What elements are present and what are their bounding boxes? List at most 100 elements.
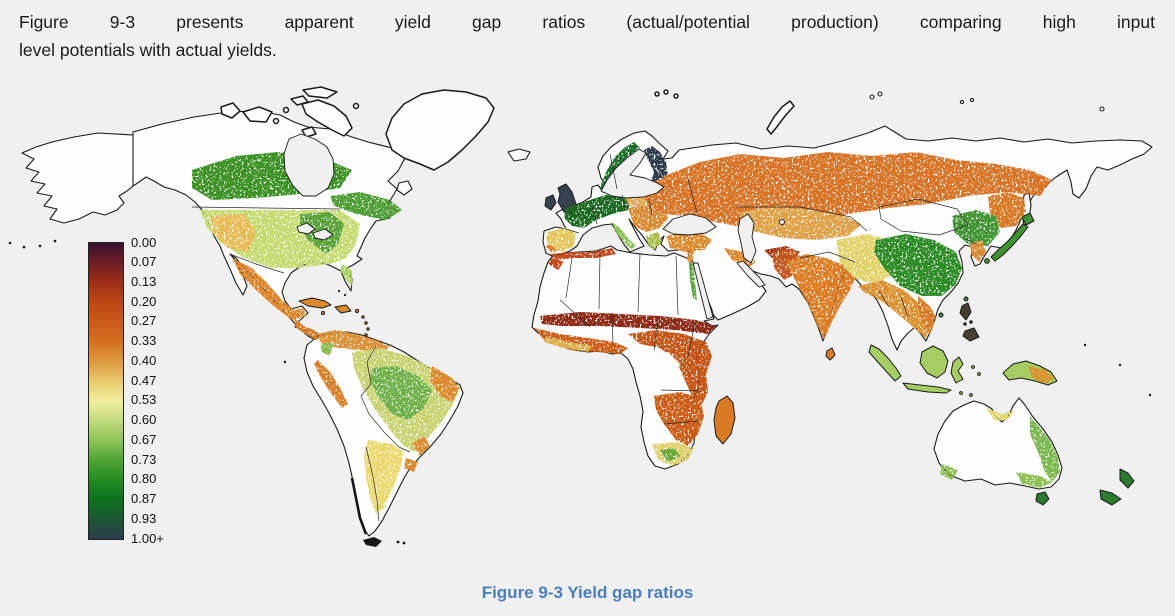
severnaya-zemlya (869, 94, 875, 100)
region-morocco (548, 258, 564, 270)
novaya-zemlya-island (766, 100, 795, 135)
arctic-islet (352, 102, 360, 110)
border-indochina (878, 290, 890, 308)
newfoundland-island (396, 180, 413, 196)
region-florida (340, 264, 352, 286)
greenland-landmass (385, 89, 495, 171)
puerto-rico-island (354, 308, 360, 314)
svalbard-islands (673, 93, 679, 99)
philippines-visayas (969, 320, 973, 324)
region-iberia-orange (546, 244, 558, 253)
black-sea (662, 213, 717, 236)
jamaica-island (320, 310, 326, 316)
border-norway-sweden (609, 153, 618, 190)
philippines-visayas (963, 322, 967, 326)
region-kazakh (740, 206, 862, 240)
hudson-bay (283, 133, 335, 197)
border-zambia (660, 389, 701, 392)
legend-label: 0.73 (131, 451, 157, 467)
region-brazil-green (370, 366, 432, 420)
legend-label: 0.07 (131, 254, 157, 270)
new-zealand-north-island (1119, 468, 1135, 489)
border-china-india (799, 251, 856, 263)
congo-basin-gap (644, 352, 680, 384)
border-botswana (663, 420, 699, 425)
region-france-germany (564, 192, 632, 228)
svalbard-islands (663, 89, 669, 95)
legend-label: 0.60 (131, 412, 157, 428)
arctic-island-baffin (301, 99, 353, 137)
new-zealand-south-island (1099, 489, 1122, 506)
border-sudan (687, 321, 696, 358)
border-indochina (900, 296, 909, 318)
aral-sea (779, 219, 785, 225)
arctic-islet (282, 106, 290, 114)
region-andes-green (320, 342, 334, 356)
border-us-canada (191, 206, 341, 210)
legend-label: 0.20 (131, 293, 157, 309)
japan-honshu-island (990, 223, 1029, 262)
tierra-del-fuego (363, 537, 382, 547)
lesser-sunda-islands (969, 393, 973, 397)
lesser-antilles (361, 315, 365, 319)
region-australia-north (986, 408, 1014, 420)
legend-tick-labels: 0.00 0.07 0.13 0.20 0.27 0.33 0.40 0.47 0.53 0.60… (131, 235, 177, 546)
border-poland-ukraine (648, 198, 653, 216)
caspian-sea (737, 213, 757, 264)
border-france-germany (591, 205, 598, 225)
philippines-mindanao-island (962, 327, 980, 342)
hispaniola-island (334, 304, 352, 314)
pacific-islands (1118, 363, 1122, 367)
tasmania-island (1035, 491, 1050, 506)
border-us-mexico (229, 253, 285, 274)
chile-fjord-coast (350, 477, 368, 535)
region-brazil-south (412, 436, 430, 456)
region-amur (988, 192, 1026, 228)
baltic-sea (600, 148, 665, 199)
bahamas-islands (343, 293, 347, 297)
borneo-island (919, 345, 949, 379)
bahamas-islands (337, 289, 341, 293)
region-peru-coast (314, 360, 348, 408)
aleutian-islands (38, 244, 42, 248)
arctic-island-banks (220, 102, 241, 119)
philippines-luzon-island (959, 302, 972, 321)
red-sea (692, 262, 714, 320)
arctic-island-ellesmere (302, 86, 338, 99)
region-vietnam (918, 296, 936, 334)
region-brazil-ne (430, 366, 460, 402)
region-west-africa (534, 328, 628, 354)
region-us-tan (210, 214, 256, 252)
region-australia-sw (940, 464, 958, 480)
legend-colorbar (88, 242, 124, 540)
maluku-islands (977, 372, 981, 376)
region-central-america (294, 318, 322, 340)
border-east-africa (653, 317, 659, 351)
region-nile (689, 262, 697, 300)
border-argentina-chile (365, 446, 380, 522)
japan-hokkaido-island (1021, 212, 1035, 226)
region-png-east (1028, 366, 1054, 384)
region-southern-africa (654, 392, 704, 446)
region-canada-east (330, 192, 402, 220)
lesser-antilles (364, 333, 368, 337)
lesser-antilles (364, 321, 368, 325)
region-central-africa (628, 330, 712, 404)
region-sahel (540, 312, 716, 334)
border-mongolia (878, 198, 969, 236)
alaska-landmass (21, 132, 134, 224)
falkland-islands (396, 540, 400, 544)
legend-label: 0.40 (131, 352, 157, 368)
legend-label: 0.47 (131, 372, 157, 388)
persian-gulf (736, 260, 766, 288)
region-levant (687, 248, 694, 266)
sumatra-island (868, 344, 902, 382)
region-australia-se (1016, 472, 1052, 488)
legend-label: 0.87 (131, 491, 157, 507)
legend-label: 0.33 (131, 333, 157, 349)
border-north-africa (565, 257, 573, 299)
legend-label: 0.67 (131, 431, 157, 447)
madagascar-island (713, 395, 736, 445)
region-turkey (666, 232, 712, 252)
legend-label: 0.80 (131, 471, 157, 487)
